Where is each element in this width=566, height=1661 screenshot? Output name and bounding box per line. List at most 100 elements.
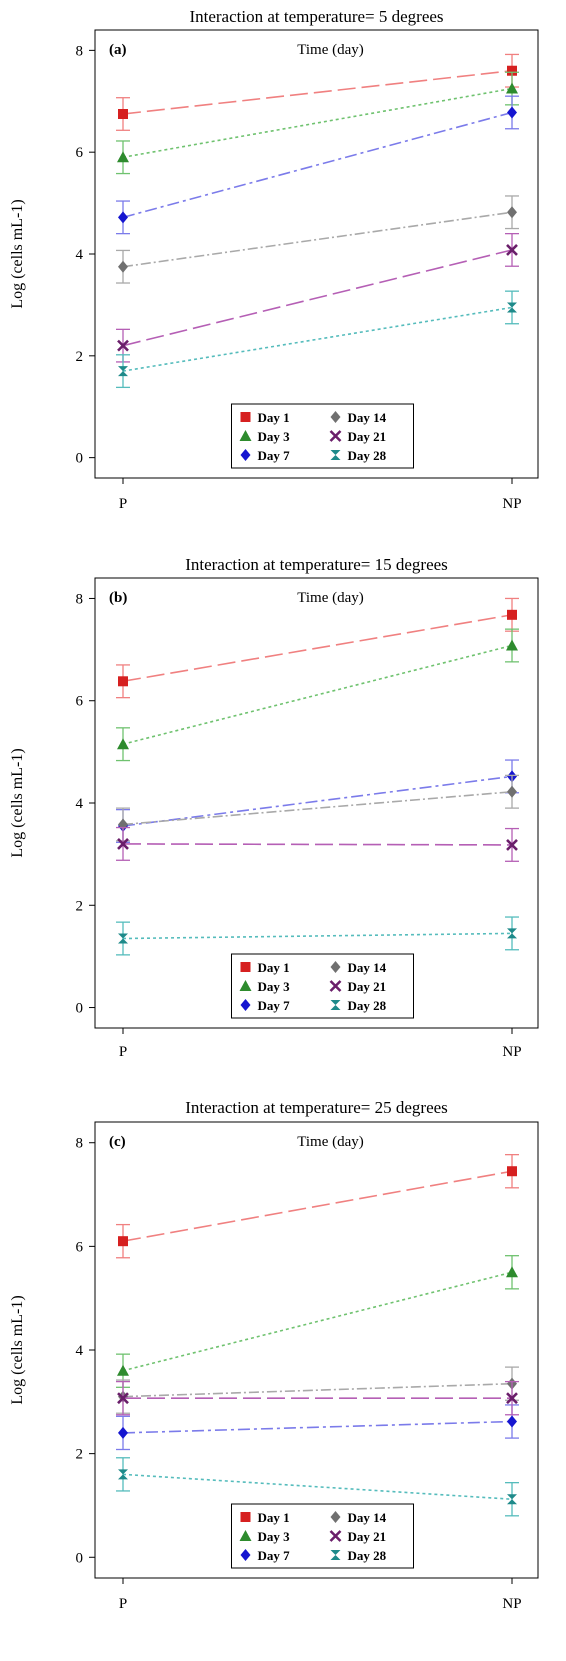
x-tick-label: P bbox=[119, 1596, 127, 1612]
series-day-7 bbox=[116, 759, 519, 844]
data-point bbox=[507, 928, 517, 939]
legend-box bbox=[231, 403, 414, 469]
x-tick-label: NP bbox=[502, 1596, 521, 1612]
y-tick-label: 8 bbox=[76, 43, 84, 59]
y-tick-label: 0 bbox=[76, 451, 84, 467]
legend-marker bbox=[330, 411, 341, 423]
y-axis-label: Log (cells mL-1) bbox=[9, 748, 26, 857]
series-line bbox=[122, 1170, 513, 1242]
series-line bbox=[122, 614, 513, 683]
legend-label: Day 1 bbox=[258, 1510, 290, 1525]
legend-item: Day 1 bbox=[240, 960, 290, 975]
x-tick-label: P bbox=[119, 496, 127, 512]
series-day-7 bbox=[116, 95, 519, 235]
series-day-1 bbox=[116, 597, 519, 699]
series-line bbox=[122, 1473, 513, 1501]
legend-marker bbox=[330, 961, 341, 973]
data-point bbox=[118, 1426, 128, 1439]
series-day-14 bbox=[116, 774, 519, 842]
legend-item: Day 21 bbox=[329, 979, 386, 994]
legend-marker bbox=[240, 999, 251, 1011]
series-day-28 bbox=[116, 290, 519, 389]
series-line bbox=[122, 843, 513, 846]
series-day-28 bbox=[116, 916, 519, 956]
legend-item: Day 1 bbox=[240, 410, 290, 425]
legend-item: Day 21 bbox=[329, 429, 387, 444]
series-day-14 bbox=[116, 1366, 519, 1414]
data-point bbox=[118, 260, 128, 273]
y-tick-label: 4 bbox=[76, 796, 84, 812]
data-point bbox=[507, 609, 517, 620]
series-day-3 bbox=[116, 71, 519, 175]
x-tick-label: P bbox=[119, 1044, 127, 1060]
series-day-21 bbox=[116, 232, 519, 363]
legend-item: Day 28 bbox=[330, 1548, 387, 1563]
legend-title: Time (day) bbox=[297, 42, 364, 58]
y-tick-label: 4 bbox=[76, 247, 84, 263]
chart-title: Interaction at temperature= 5 degrees bbox=[189, 7, 443, 26]
chart-panel-1: Interaction at temperature= 5 degrees Log… bbox=[9, 7, 539, 512]
legend-item: Day 28 bbox=[330, 448, 387, 463]
series-line bbox=[122, 87, 513, 159]
series-line bbox=[122, 111, 513, 219]
legend-item: Day 3 bbox=[239, 979, 291, 994]
legend-marker bbox=[329, 430, 342, 442]
data-point bbox=[117, 339, 129, 352]
chart-panel-3: Interaction at temperature= 25 degrees Lo… bbox=[9, 1098, 539, 1612]
legend-marker bbox=[240, 1512, 251, 1522]
legend-marker bbox=[239, 430, 252, 441]
data-point bbox=[118, 109, 128, 119]
legend-label: Day 3 bbox=[258, 429, 291, 444]
x-tick-label: NP bbox=[502, 496, 521, 512]
legend-label: Day 7 bbox=[258, 448, 291, 463]
legend-box bbox=[231, 953, 414, 1019]
data-point bbox=[118, 933, 128, 944]
legend-item: Day 7 bbox=[240, 448, 291, 463]
legend-label: Day 14 bbox=[348, 410, 387, 425]
series-line bbox=[122, 1382, 513, 1398]
series-line bbox=[122, 644, 513, 745]
legend-item: Day 21 bbox=[329, 1529, 387, 1544]
chart-title: Interaction at temperature= 15 degrees bbox=[185, 555, 448, 574]
series-line bbox=[122, 306, 513, 372]
legend-marker bbox=[240, 449, 251, 461]
data-point bbox=[506, 82, 518, 94]
data-point bbox=[117, 738, 129, 750]
legend-item: Day 3 bbox=[239, 429, 291, 444]
y-tick-label: 2 bbox=[76, 898, 84, 914]
data-point bbox=[506, 1266, 518, 1278]
legend-label: Day 1 bbox=[258, 410, 290, 425]
data-point bbox=[506, 1392, 518, 1405]
y-tick-label: 4 bbox=[76, 1343, 84, 1359]
legend-marker bbox=[240, 962, 251, 972]
data-point bbox=[507, 1494, 517, 1505]
legend-item: Day 14 bbox=[330, 1510, 387, 1525]
legend-marker bbox=[330, 1511, 341, 1523]
legend-label: Day 21 bbox=[348, 1529, 387, 1544]
data-point bbox=[507, 106, 517, 119]
series-day-3 bbox=[116, 628, 519, 762]
data-point bbox=[507, 785, 517, 798]
legend: Day 1 Day 14 Day 3 Day 21 Day 7 Day 28 bbox=[231, 403, 414, 469]
series-line bbox=[122, 775, 513, 827]
y-tick-label: 6 bbox=[76, 694, 84, 710]
y-axis-label: Log (cells mL-1) bbox=[9, 199, 26, 308]
series-line bbox=[122, 211, 513, 268]
legend-marker bbox=[329, 1530, 342, 1542]
legend-label: Day 3 bbox=[258, 1529, 291, 1544]
data-point bbox=[507, 302, 517, 313]
series-day-28 bbox=[116, 1457, 519, 1517]
series-line bbox=[122, 69, 513, 115]
legend-box bbox=[231, 1503, 414, 1569]
legend-item: Day 1 bbox=[240, 1510, 290, 1525]
legend-label: Day 3 bbox=[258, 979, 291, 994]
y-tick-label: 8 bbox=[76, 591, 84, 607]
legend-marker bbox=[239, 980, 252, 991]
data-point bbox=[117, 1392, 129, 1405]
legend-label: Day 21 bbox=[348, 429, 387, 444]
legend-marker bbox=[239, 1530, 252, 1541]
data-point bbox=[506, 639, 518, 651]
legend-marker bbox=[330, 450, 341, 460]
series-day-21 bbox=[116, 1380, 519, 1416]
